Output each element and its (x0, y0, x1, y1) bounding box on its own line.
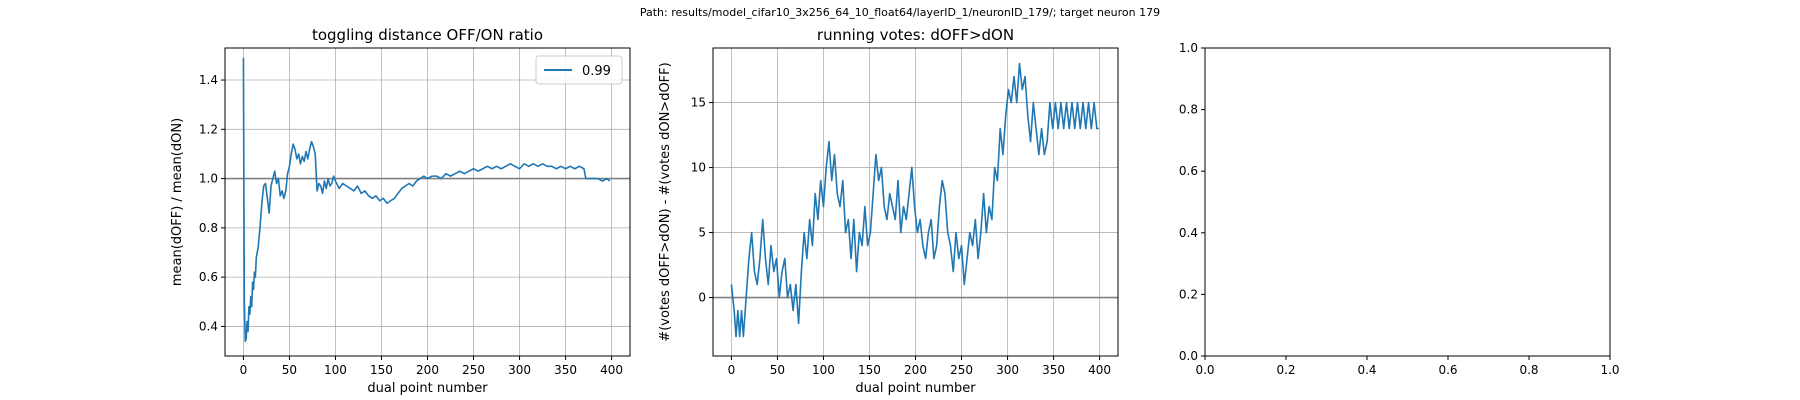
x-tick-label: 250 (462, 363, 485, 377)
x-tick-label: 200 (416, 363, 439, 377)
x-tick-label: 100 (812, 363, 835, 377)
x-tick-label: 150 (858, 363, 881, 377)
chart-title: running votes: dOFF>dON (817, 26, 1014, 44)
y-tick-label: 1.0 (199, 172, 218, 186)
legend: 0.99 (535, 55, 623, 85)
y-tick-label: 15 (691, 96, 706, 110)
x-tick-label: 400 (600, 363, 623, 377)
y-tick-label: 0 (698, 291, 706, 305)
chart-panel-2: 0 50 100 150 200 250 300 350 400 0 5 10 15 running vo… (658, 26, 1119, 396)
chart-title: toggling distance OFF/ON ratio (312, 26, 543, 44)
x-tick-label: 350 (1042, 363, 1065, 377)
x-tick-label: 0 (240, 363, 248, 377)
y-tick-label: 0.0 (1179, 349, 1198, 363)
x-axis-label: dual point number (855, 381, 976, 396)
x-tick-label: 0.4 (1357, 363, 1376, 377)
x-tick-label: 1.0 (1600, 363, 1619, 377)
y-tick-label: 1.4 (199, 73, 218, 87)
x-tick-label: 50 (282, 363, 297, 377)
chart-panel-3: 0.0 0.2 0.4 0.6 0.8 1.0 0.0 0.2 0.4 0.6 0.8 1.0 (1179, 41, 1620, 377)
x-tick-label: 0.0 (1195, 363, 1214, 377)
y-axis-label: mean(dOFF) / mean(dON) (170, 118, 185, 286)
x-tick-label: 250 (950, 363, 973, 377)
y-tick-label: 1.0 (1179, 41, 1198, 55)
y-tick-label: 0.6 (199, 270, 218, 284)
y-tick-label: 0.4 (1179, 226, 1198, 240)
x-tick-label: 400 (1088, 363, 1111, 377)
x-axis-label: dual point number (367, 381, 488, 396)
x-tick-label: 50 (770, 363, 785, 377)
x-tick-label: 300 (996, 363, 1019, 377)
chart-panel-1: 0 50 100 150 200 250 300 350 400 0.4 0.6 0.8 1.0 1.2 1… (170, 26, 631, 396)
y-tick-label: 0.4 (199, 319, 218, 333)
x-tick-label: 0.8 (1519, 363, 1538, 377)
x-tick-label: 350 (554, 363, 577, 377)
x-tick-label: 0.6 (1438, 363, 1457, 377)
x-tick-label: 0 (728, 363, 736, 377)
y-tick-label: 5 (698, 226, 706, 240)
y-axis-label: #(votes dOFF>dON) - #(votes dON>dOFF) (658, 62, 673, 341)
series-line-1 (242, 57, 611, 343)
x-tick-label: 200 (904, 363, 927, 377)
y-tick-label: 0.2 (1179, 287, 1198, 301)
figure-suptitle: Path: results/model_cifar10_3x256_64_10_… (640, 6, 1160, 19)
series-line-1 (730, 62, 1099, 338)
axes-frame (1204, 47, 1611, 357)
legend-box (535, 55, 623, 85)
y-tick-label: 0.8 (1179, 103, 1198, 117)
y-tick-label: 10 (691, 161, 706, 175)
x-tick-label: 0.2 (1276, 363, 1295, 377)
y-tick-label: 1.2 (199, 122, 218, 136)
y-tick-label: 0.8 (199, 221, 218, 235)
x-tick-label: 300 (508, 363, 531, 377)
x-tick-label: 100 (324, 363, 347, 377)
legend-label: 0.99 (582, 64, 611, 79)
y-tick-label: 0.6 (1179, 164, 1198, 178)
x-tick-label: 150 (370, 363, 393, 377)
